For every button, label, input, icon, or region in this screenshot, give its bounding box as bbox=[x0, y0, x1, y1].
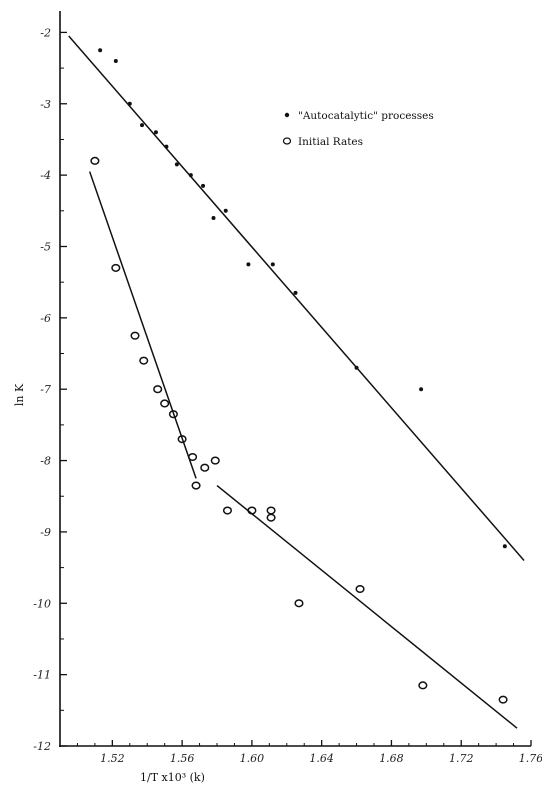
x-tick-label: 1.68 bbox=[379, 752, 404, 765]
data-point-initial-rates bbox=[355, 584, 365, 594]
y-tick-label: -4 bbox=[40, 169, 51, 182]
data-point-autocatalytic bbox=[419, 387, 424, 392]
data-point-autocatalytic bbox=[139, 123, 144, 128]
data-point-autocatalytic bbox=[113, 58, 118, 63]
fit-line-series-1-1 bbox=[216, 484, 518, 729]
y-tick-label: -2 bbox=[40, 26, 51, 39]
y-tick-label: -12 bbox=[33, 740, 51, 753]
data-point-autocatalytic bbox=[502, 544, 507, 549]
x-tick-label: 1.72 bbox=[449, 752, 474, 765]
y-tick-label: -3 bbox=[40, 98, 51, 111]
data-point-initial-rates bbox=[266, 513, 276, 522]
data-point-autocatalytic bbox=[354, 365, 359, 370]
legend-marker-autocatalytic bbox=[284, 112, 290, 118]
data-point-initial-rates bbox=[200, 463, 210, 472]
x-axis-title: 1/T x10³ (k) bbox=[140, 771, 205, 784]
y-tick-label: -5 bbox=[40, 240, 51, 253]
x-tick-label: 1.60 bbox=[240, 752, 265, 765]
y-tick-label: -10 bbox=[33, 597, 51, 610]
fit-lines bbox=[68, 35, 525, 729]
x-tick-label: 1.52 bbox=[100, 752, 125, 765]
data-point-initial-rates bbox=[266, 506, 276, 515]
data-point-initial-rates bbox=[191, 481, 201, 490]
data-point-initial-rates bbox=[498, 695, 508, 704]
data-point-autocatalytic bbox=[153, 130, 158, 135]
data-point-autocatalytic bbox=[246, 262, 251, 267]
data-point-initial-rates bbox=[153, 385, 163, 394]
data-point-autocatalytic bbox=[270, 262, 275, 267]
data-point-initial-rates bbox=[160, 399, 170, 408]
data-marks bbox=[90, 48, 508, 704]
data-point-autocatalytic bbox=[211, 215, 216, 220]
data-point-autocatalytic bbox=[98, 48, 103, 53]
legend-label-initial-rates: Initial Rates bbox=[298, 136, 363, 148]
data-point-initial-rates bbox=[90, 156, 100, 165]
data-point-autocatalytic bbox=[201, 183, 206, 188]
x-tick-label: 1.56 bbox=[170, 752, 195, 765]
data-point-initial-rates bbox=[247, 506, 257, 515]
legend: "Autocatalytic" processes Initial Rates bbox=[282, 110, 434, 148]
x-tick-label: 1.76 bbox=[519, 752, 542, 765]
y-tick-label: -6 bbox=[40, 312, 51, 325]
data-point-autocatalytic bbox=[127, 101, 132, 106]
data-point-initial-rates bbox=[139, 356, 149, 365]
data-point-initial-rates bbox=[222, 506, 233, 515]
y-tick-label: -11 bbox=[33, 669, 51, 682]
data-point-initial-rates bbox=[130, 331, 140, 340]
fit-line-series-1-0 bbox=[88, 171, 197, 479]
data-point-initial-rates bbox=[188, 452, 198, 462]
y-tick-label: -7 bbox=[40, 383, 51, 396]
legend-label-autocatalytic: "Autocatalytic" processes bbox=[298, 110, 434, 122]
data-point-initial-rates bbox=[210, 456, 220, 465]
data-point-initial-rates bbox=[294, 599, 304, 608]
x-tick-label: 1.64 bbox=[309, 752, 334, 765]
fit-line-series-0-0 bbox=[68, 35, 525, 561]
data-point-autocatalytic bbox=[223, 208, 228, 213]
legend-marker-initial-rates bbox=[282, 137, 292, 145]
data-point-initial-rates bbox=[168, 410, 178, 419]
y-tick-label: -8 bbox=[40, 455, 51, 468]
axes: -2 -3 -4 -5 -6 -7 -8 -9 -10 -11 -12 1.52 1.56 1.60 1.6… bbox=[33, 11, 542, 765]
data-point-initial-rates bbox=[177, 435, 187, 444]
data-point-autocatalytic bbox=[164, 144, 169, 149]
y-tick-label: -9 bbox=[40, 526, 51, 539]
y-axis-title: ln K bbox=[13, 383, 26, 406]
data-point-initial-rates bbox=[418, 681, 428, 690]
data-point-autocatalytic bbox=[174, 162, 179, 167]
data-point-autocatalytic bbox=[293, 290, 298, 295]
data-point-initial-rates bbox=[111, 263, 121, 272]
data-point-autocatalytic bbox=[188, 173, 193, 178]
